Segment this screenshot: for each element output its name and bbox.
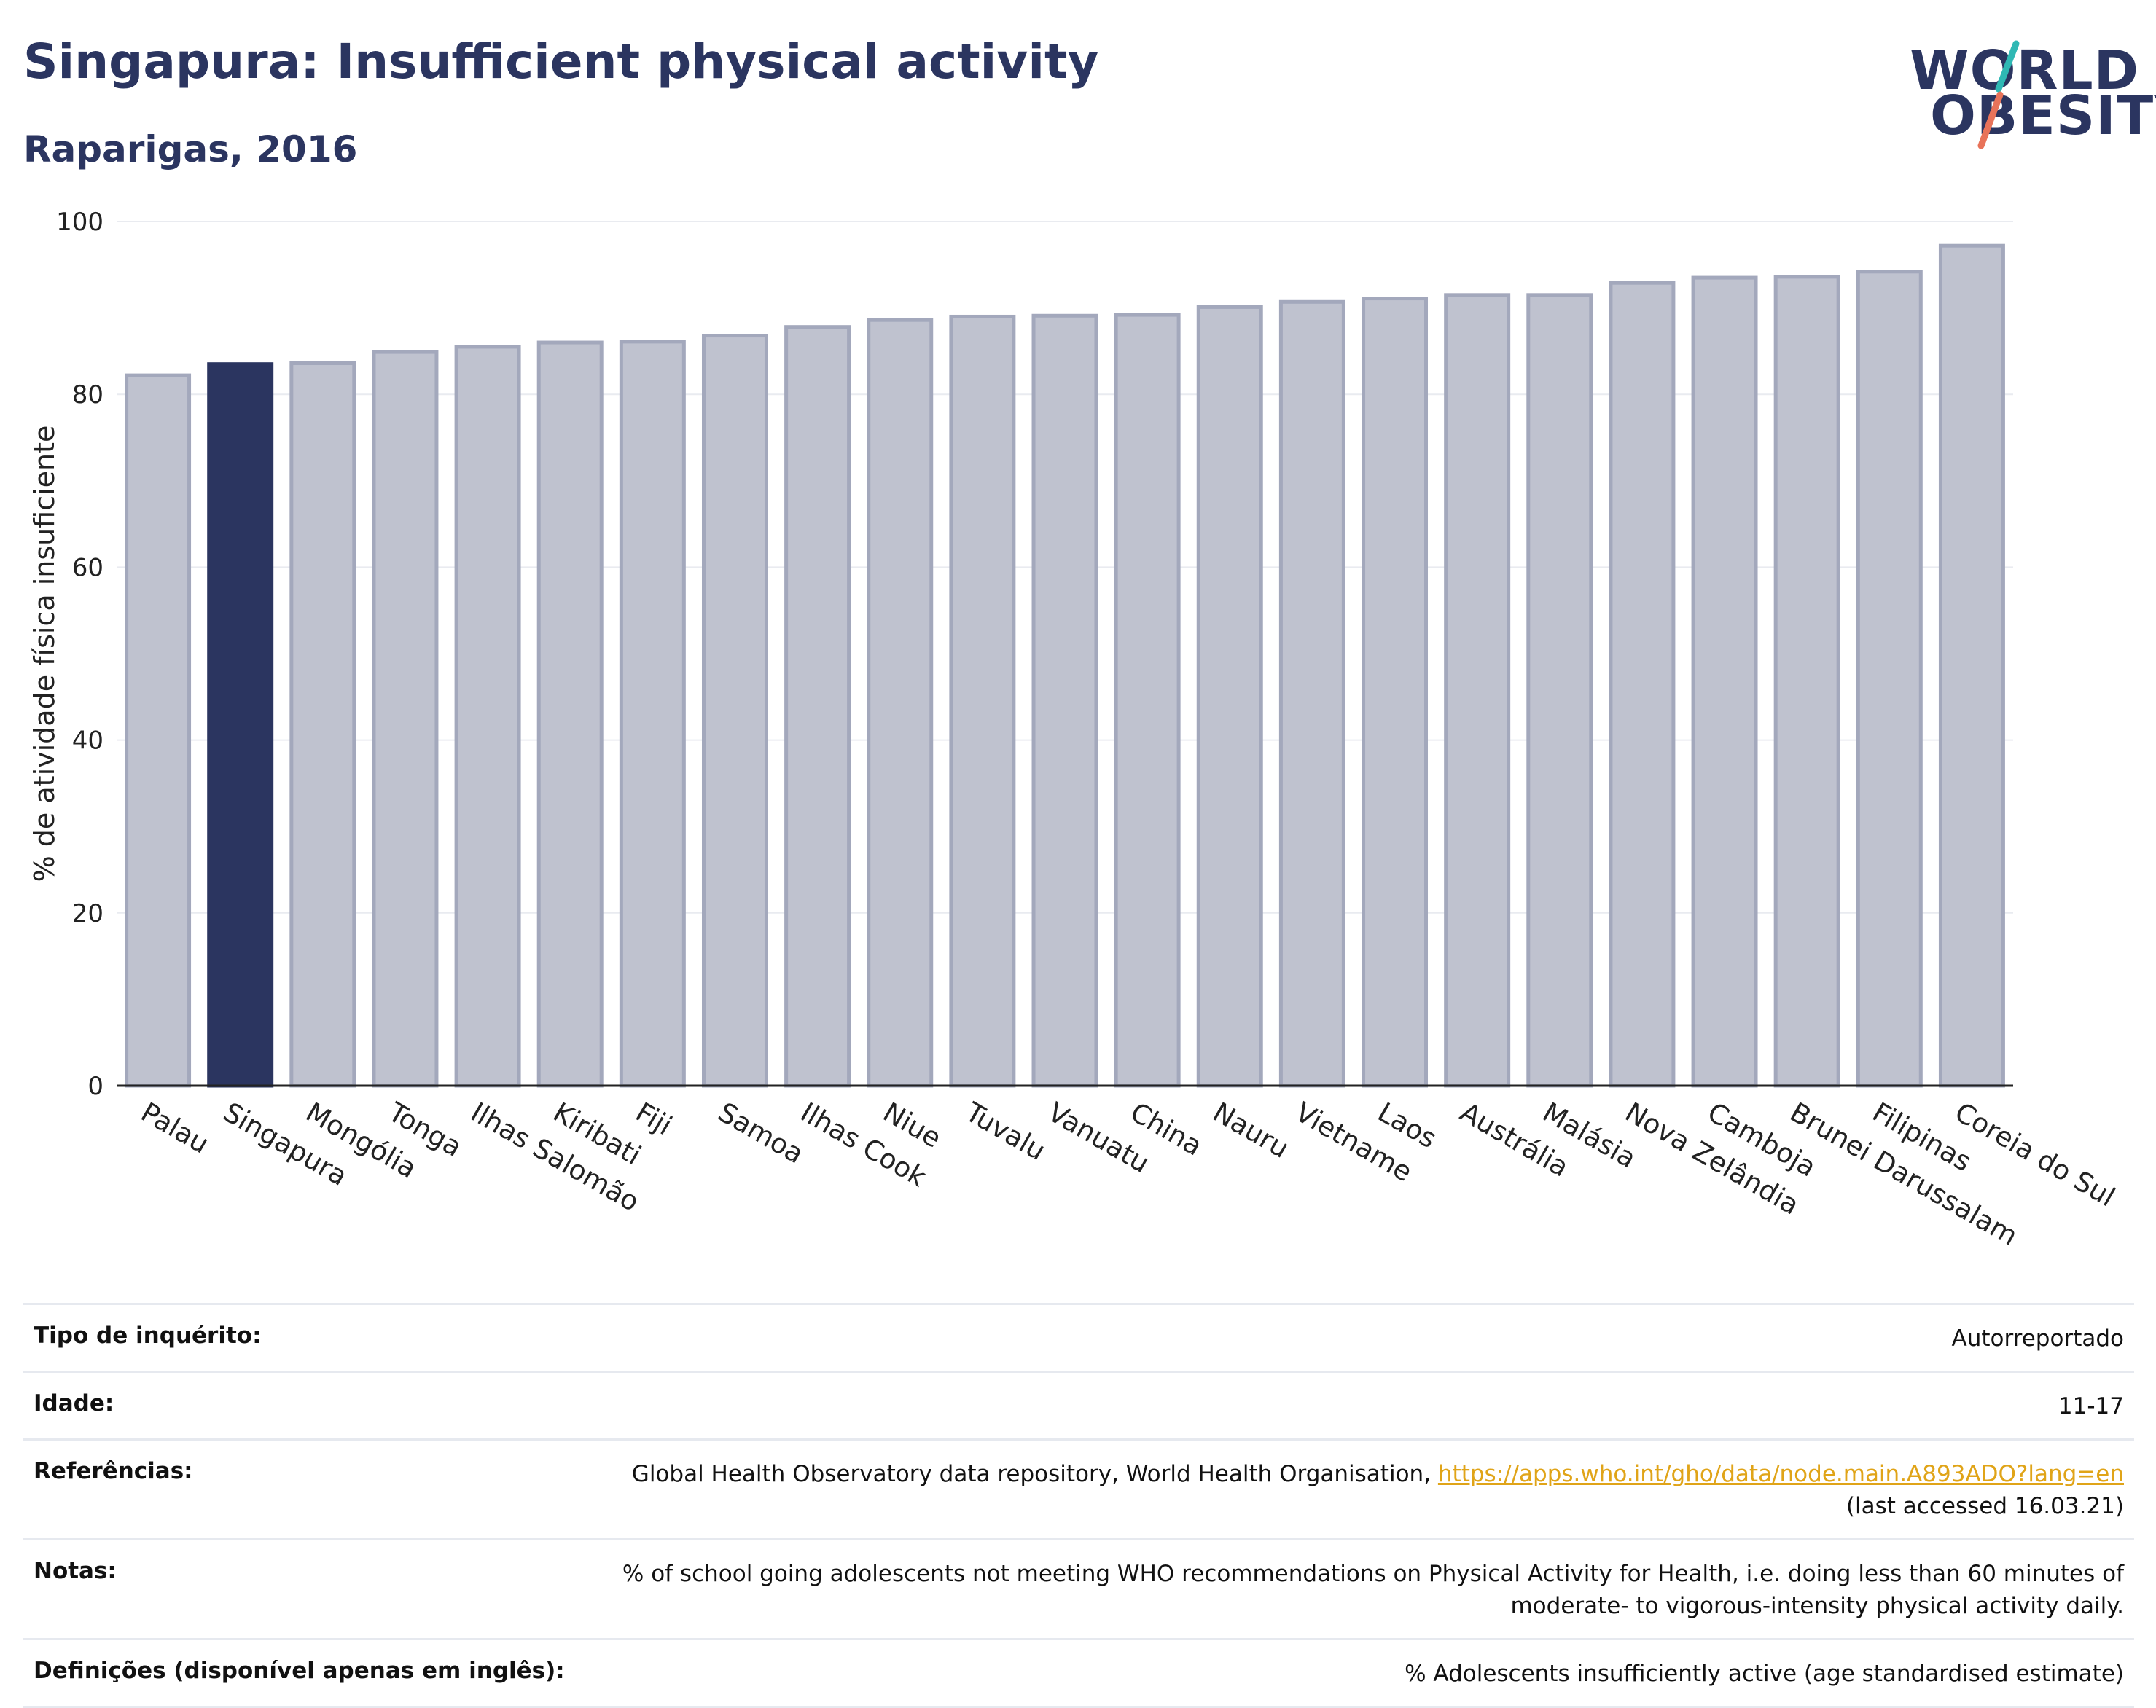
bar	[1938, 243, 2005, 1088]
bar	[454, 345, 521, 1088]
y-tick-label: 20	[72, 899, 103, 928]
bar	[207, 362, 274, 1088]
bar	[1362, 297, 1429, 1088]
world-obesity-logo: WORLD OBESITY	[1895, 22, 2156, 153]
y-tick-label: 40	[72, 726, 103, 756]
info-value-references: Global Health Observatory data repositor…	[632, 1458, 2124, 1522]
bar	[1444, 293, 1511, 1088]
info-label-survey: Tipo de inquérito:	[34, 1323, 262, 1349]
reference-text: Global Health Observatory data repositor…	[631, 1461, 1432, 1488]
info-label-references: Referências:	[34, 1458, 193, 1485]
logo-slash-icon	[1977, 40, 2020, 149]
bar	[619, 340, 686, 1088]
x-tick-label: Samoa	[713, 1097, 809, 1170]
x-tick-label: Nauru	[1208, 1097, 1294, 1164]
bar	[1856, 270, 1923, 1088]
info-row-notes: Notas: % of school going adolescents not…	[23, 1538, 2134, 1638]
bar	[867, 318, 934, 1088]
info-value-definitions: % Adolescents insufficiently active (age…	[1405, 1661, 2124, 1688]
bar	[949, 314, 1016, 1088]
info-value-notes: % of school going adolescents not meetin…	[622, 1561, 2124, 1620]
logo-text-obesity: OBESITY	[1930, 85, 2156, 147]
y-tick-label: 80	[72, 380, 103, 410]
bar	[1278, 299, 1345, 1088]
info-label-age: Idade:	[34, 1390, 114, 1417]
y-axis-label: % de atividade física insuficiente	[28, 426, 60, 882]
y-tick-label: 0	[87, 1072, 103, 1101]
chart-title: Singapura: Insufficient physical activit…	[23, 34, 1099, 90]
bar	[1609, 281, 1676, 1088]
bar	[125, 373, 192, 1088]
info-value-survey: Autorreportado	[1951, 1325, 2125, 1352]
info-row-references: Referências: Global Health Observatory d…	[23, 1438, 2134, 1538]
bar	[784, 325, 851, 1088]
chart-subtitle: Raparigas, 2016	[23, 128, 358, 171]
x-tick-label: Coreia do Sul	[1950, 1097, 2120, 1213]
reference-link[interactable]: https://apps.who.int/gho/data/node.main.…	[1437, 1461, 2124, 1488]
bar	[289, 361, 356, 1088]
info-label-definitions: Definições (disponível apenas em inglês)…	[34, 1658, 565, 1685]
info-table: Tipo de inquérito: Autorreportado Idade:…	[23, 1303, 2134, 1708]
info-label-notes: Notas:	[34, 1558, 117, 1585]
bar	[1031, 313, 1098, 1088]
bar	[1691, 275, 1758, 1088]
bar	[1773, 275, 1840, 1088]
bar-chart: 0 20 40 60 80 100 % de atividade física insufi…	[28, 208, 2120, 1252]
y-tick-label: 60	[72, 553, 103, 582]
y-tick-label: 100	[56, 208, 103, 237]
bar	[1114, 313, 1181, 1088]
info-value-age: 11-17	[2058, 1393, 2124, 1420]
info-row-age: Idade: 11-17	[23, 1371, 2134, 1438]
bar	[372, 350, 439, 1088]
x-tick-label: Palau	[136, 1097, 214, 1160]
bar	[701, 334, 768, 1088]
x-tick-label: Fiji	[630, 1097, 677, 1142]
bar	[1526, 293, 1593, 1088]
x-tick-label: Tuvalu	[960, 1096, 1051, 1167]
logo-text-world: WORLD	[1910, 39, 2140, 102]
bar	[1196, 305, 1263, 1088]
bar	[536, 340, 604, 1088]
info-row-survey: Tipo de inquérito: Autorreportado	[23, 1303, 2134, 1371]
info-row-definitions: Definições (disponível apenas em inglês)…	[23, 1638, 2134, 1708]
reference-accessed: (last accessed 16.03.21)	[1846, 1493, 2124, 1520]
